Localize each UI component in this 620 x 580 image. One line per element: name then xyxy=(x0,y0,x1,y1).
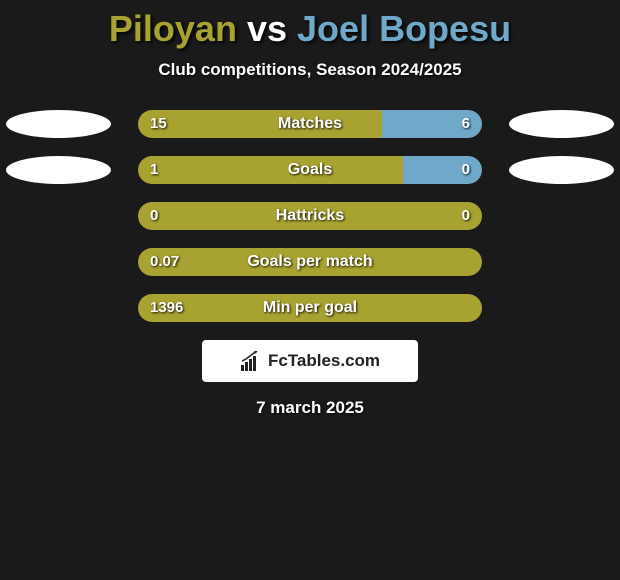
stats-container: Matches156Goals10Hattricks00Goals per ma… xyxy=(0,110,620,322)
player2-marker xyxy=(509,110,614,138)
subtitle: Club competitions, Season 2024/2025 xyxy=(0,60,620,80)
stat-value-player1: 0.07 xyxy=(150,248,179,276)
page-title: Piloyan vs Joel Bopesu xyxy=(0,0,620,50)
stat-bar: Hattricks0 0 xyxy=(138,202,482,230)
badge-text: FcTables.com xyxy=(268,351,380,371)
title-player1: Piloyan xyxy=(109,8,237,49)
chart-icon xyxy=(240,351,264,371)
stat-label: Matches xyxy=(138,110,482,138)
stat-value-player1: 1 xyxy=(150,156,158,184)
stat-bar: Matches15 6 xyxy=(138,110,482,138)
stat-value-player2: 0 xyxy=(462,156,470,184)
stat-label: Min per goal xyxy=(138,294,482,322)
stat-label: Hattricks xyxy=(138,202,482,230)
stat-value-player2: 6 xyxy=(462,110,470,138)
stat-bar: Min per goal1396 xyxy=(138,294,482,322)
stat-bar: Goals1 0 xyxy=(138,156,482,184)
stat-row: Goals1 0 xyxy=(0,156,620,184)
player2-marker xyxy=(509,156,614,184)
stat-row: Matches15 6 xyxy=(0,110,620,138)
source-badge: FcTables.com xyxy=(202,340,418,382)
player1-marker xyxy=(6,110,111,138)
stat-value-player2: 0 xyxy=(462,202,470,230)
stat-value-player1: 0 xyxy=(150,202,158,230)
title-player2: Joel Bopesu xyxy=(297,8,511,49)
stat-row: Min per goal1396 xyxy=(0,294,620,322)
stat-label: Goals per match xyxy=(138,248,482,276)
stat-value-player1: 1396 xyxy=(150,294,183,322)
stat-bar: Goals per match0.07 xyxy=(138,248,482,276)
player1-marker xyxy=(6,156,111,184)
stat-row: Hattricks0 0 xyxy=(0,202,620,230)
date-label: 7 march 2025 xyxy=(0,398,620,418)
stat-value-player1: 15 xyxy=(150,110,167,138)
title-vs: vs xyxy=(247,8,287,49)
stat-label: Goals xyxy=(138,156,482,184)
stat-row: Goals per match0.07 xyxy=(0,248,620,276)
